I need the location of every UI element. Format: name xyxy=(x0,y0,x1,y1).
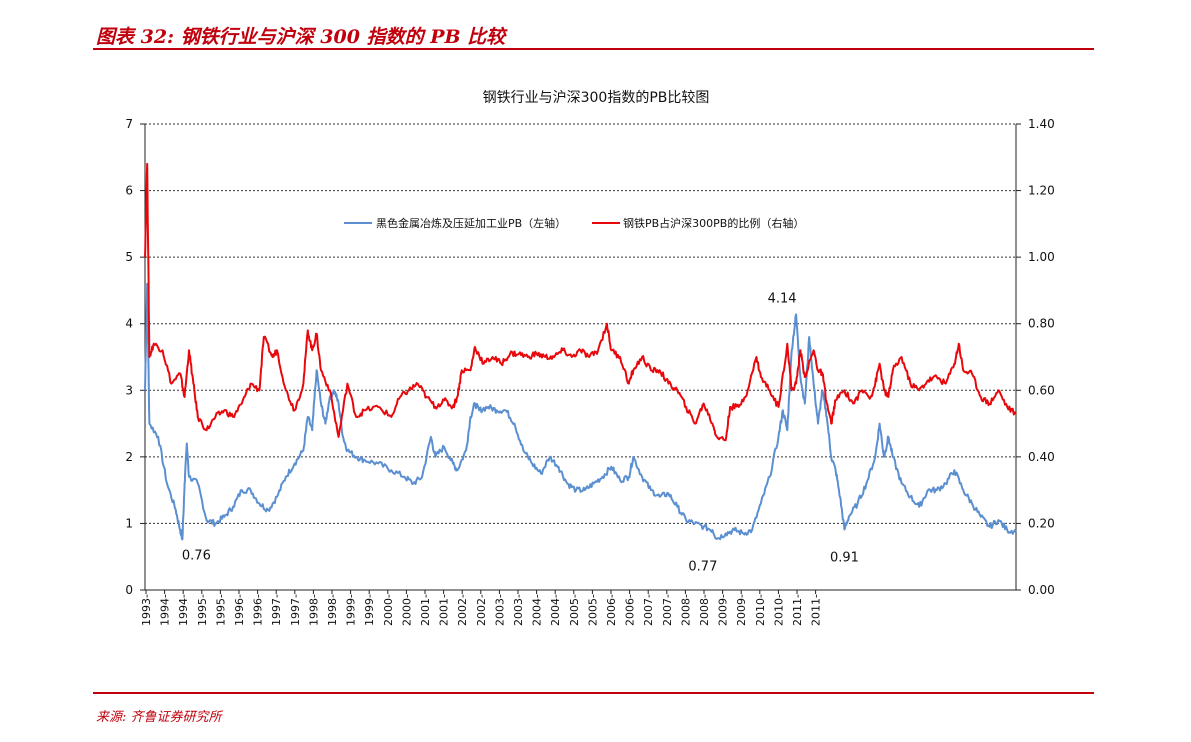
x-label-0: 1993- xyxy=(140,594,153,626)
y-right-label-4: 0.80 xyxy=(1028,317,1055,331)
x-label-31: 2009- xyxy=(717,594,730,626)
x-label-20: 2003- xyxy=(512,594,525,626)
y-right-label-1: 0.20 xyxy=(1028,516,1055,530)
annotation-3: 4.14 xyxy=(768,291,797,306)
figure-title: 图表 32: 钢铁行业与沪深 300 指数的 PB 比较 xyxy=(96,26,506,48)
y-left-label-0: 0 xyxy=(125,583,133,597)
x-label-26: 2006- xyxy=(624,594,637,626)
source-note: 来源: 齐鲁证券研究所 xyxy=(96,710,222,725)
y-left-label-5: 5 xyxy=(125,250,133,264)
y-right-label-2: 0.40 xyxy=(1028,450,1055,464)
legend-label-blue: 黑色金属冶炼及压延加工业PB（左轴） xyxy=(376,216,566,230)
y-right-label-7: 1.40 xyxy=(1028,117,1055,131)
series-line-blue xyxy=(144,282,1017,541)
x-label-2: 1994- xyxy=(177,594,190,626)
legend: 黑色金属冶炼及压延加工业PB（左轴） 钢铁PB占沪深300PB的比例（右轴） xyxy=(344,216,804,230)
x-label-4: 1995- xyxy=(214,594,227,626)
x-label-9: 1998- xyxy=(307,594,320,626)
x-tick-labels: 1993- 1994- 1994- 1995- 1995- 1996- 1996- 1997-… xyxy=(140,594,823,626)
x-label-34: 2010- xyxy=(772,594,785,626)
chart-title: 钢铁行业与沪深300指数的PB比较图 xyxy=(483,90,710,106)
y-right-tick-labels: 0.00 0.20 0.40 0.60 0.80 1.00 1.20 1.40 xyxy=(1028,117,1055,597)
x-label-15: 2001- xyxy=(419,594,432,626)
x-label-27: 2007- xyxy=(642,594,655,626)
x-label-30: 2008- xyxy=(698,594,711,626)
annotation-0: 0.76 xyxy=(182,548,211,563)
x-label-24: 2005- xyxy=(586,594,599,626)
header-rule xyxy=(93,48,1094,50)
x-label-33: 2010- xyxy=(754,594,767,626)
y-right-label-6: 1.20 xyxy=(1028,184,1055,198)
x-label-36: 2011- xyxy=(810,594,823,626)
y-right-label-5: 1.00 xyxy=(1028,250,1055,264)
y-left-label-6: 6 xyxy=(125,184,133,198)
series-lines xyxy=(144,162,1017,541)
axes xyxy=(140,123,1021,594)
annotation-1: 0.77 xyxy=(688,560,717,575)
x-label-14: 2000- xyxy=(400,594,413,626)
x-label-13: 2000- xyxy=(382,594,395,626)
x-label-3: 1995- xyxy=(196,594,209,626)
x-label-22: 2004- xyxy=(549,594,562,626)
y-right-label-0: 0.00 xyxy=(1028,583,1055,597)
y-right-label-3: 0.60 xyxy=(1028,383,1055,397)
y-left-label-4: 4 xyxy=(125,317,133,331)
annotation-2: 0.91 xyxy=(830,550,859,565)
x-label-28: 2007- xyxy=(661,594,674,626)
grid-lines xyxy=(145,123,1016,524)
x-label-25: 2006- xyxy=(605,594,618,626)
annotations: 0.76 0.77 0.91 4.14 xyxy=(182,291,859,574)
x-label-17: 2002- xyxy=(456,594,469,626)
x-label-35: 2011- xyxy=(791,594,804,626)
footer-rule xyxy=(93,692,1094,694)
x-label-11: 1999- xyxy=(345,594,358,626)
series-line-red xyxy=(144,162,1017,442)
x-label-32: 2009- xyxy=(735,594,748,626)
x-label-19: 2003- xyxy=(493,594,506,626)
x-label-7: 1997- xyxy=(270,594,283,626)
x-label-18: 2002- xyxy=(475,594,488,626)
y-left-tick-labels: 0 1 2 3 4 5 6 7 xyxy=(125,117,133,597)
y-left-label-1: 1 xyxy=(125,516,133,530)
y-left-label-2: 2 xyxy=(125,450,133,464)
x-label-10: 1998- xyxy=(326,594,339,626)
x-label-29: 2008- xyxy=(679,594,692,626)
legend-label-red: 钢铁PB占沪深300PB的比例（右轴） xyxy=(623,216,804,230)
x-label-16: 2001- xyxy=(438,594,451,626)
y-left-label-7: 7 xyxy=(125,117,133,131)
x-label-8: 1997- xyxy=(289,594,302,626)
x-label-21: 2004- xyxy=(531,594,544,626)
x-label-6: 1996- xyxy=(252,594,265,626)
x-label-23: 2005- xyxy=(568,594,581,626)
x-label-1: 1994- xyxy=(159,594,172,626)
x-label-5: 1996- xyxy=(233,594,246,626)
x-label-12: 1999- xyxy=(363,594,376,626)
y-left-label-3: 3 xyxy=(125,383,133,397)
